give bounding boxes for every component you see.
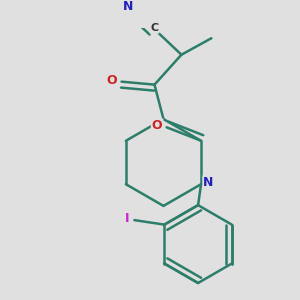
Text: C: C bbox=[150, 23, 159, 33]
Text: O: O bbox=[152, 119, 162, 132]
Text: N: N bbox=[123, 0, 133, 13]
Text: N: N bbox=[203, 176, 214, 189]
Text: I: I bbox=[125, 212, 129, 225]
Text: O: O bbox=[107, 74, 117, 87]
